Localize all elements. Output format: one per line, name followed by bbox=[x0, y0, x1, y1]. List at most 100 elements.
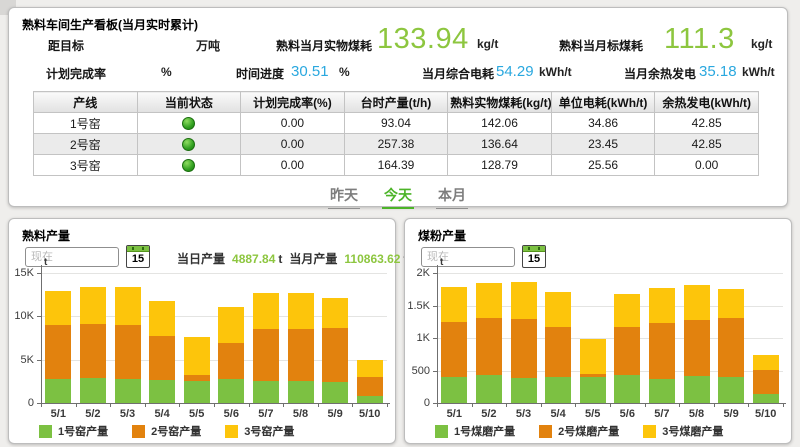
clinker-chart: 0 5K 10K 15K t 5/1 5/2 5/3 5/4 5/5 5/6 5/7 5/8 5/9 5/1… bbox=[9, 219, 395, 443]
x-axis-tick bbox=[540, 404, 542, 407]
legend-item[interactable]: 3号窑产量 bbox=[225, 423, 294, 439]
coal-panel: 煤粉产量 15 0 500 1K 1.5K 2K t 5/1 5/2 5/3 5/4 5/5 5/6 5… bbox=[404, 218, 792, 444]
x-axis-label: 5/9 bbox=[723, 408, 739, 420]
x-axis-label: 5/10 bbox=[754, 408, 777, 420]
tab-本月[interactable]: 本月 bbox=[436, 185, 468, 209]
legend-item[interactable]: 2号煤磨产量 bbox=[539, 423, 619, 439]
legend-label: 3号煤磨产量 bbox=[662, 426, 724, 438]
bar-segment-2号煤磨产量 bbox=[718, 318, 745, 377]
table-header-cell: 当前状态 bbox=[136, 91, 242, 113]
bar-segment-3号煤磨产量 bbox=[510, 282, 537, 319]
bar-segment-1号煤磨产量 bbox=[475, 375, 502, 403]
x-axis-label: 5/5 bbox=[585, 408, 601, 420]
bar-segment-3号窑产量 bbox=[149, 301, 176, 336]
bar-segment-1号窑产量 bbox=[183, 381, 210, 403]
monthly-output-label: 当月产量 bbox=[289, 252, 338, 266]
x-axis-tick bbox=[110, 404, 112, 407]
table-value-cell: 0.00 bbox=[240, 133, 345, 155]
x-axis-label: 5/5 bbox=[189, 408, 205, 420]
daily-output-unit: t bbox=[278, 252, 283, 266]
table-value-cell: 42.85 bbox=[654, 133, 759, 155]
time-progress-value: 30.51 bbox=[291, 63, 329, 80]
y-axis-unit-label: t bbox=[440, 257, 444, 268]
legend-swatch-icon bbox=[225, 424, 239, 438]
clinker-calendar-button[interactable]: 15 bbox=[126, 245, 150, 268]
x-axis-label: 5/10 bbox=[358, 408, 381, 420]
chart-legend: 1号煤磨产量 2号煤磨产量 3号煤磨产量 bbox=[435, 423, 723, 439]
table-value-cell: 0.00 bbox=[240, 112, 345, 134]
legend-item[interactable]: 1号窑产量 bbox=[39, 423, 108, 439]
y-axis-line bbox=[437, 265, 438, 403]
bar-segment-3号窑产量 bbox=[287, 293, 314, 329]
production-table: 产线 当前状态 计划完成率(%) 台时产量(t/h) 熟料实物煤耗(kg/t) 单位电耗(… bbox=[33, 91, 759, 176]
legend-item[interactable]: 1号煤磨产量 bbox=[435, 423, 515, 439]
bar-segment-3号窑产量 bbox=[322, 298, 349, 328]
monthly-output-value: 110863.62 bbox=[344, 252, 401, 266]
x-axis-line bbox=[41, 403, 390, 404]
month-coal-std-label: 熟料当月标煤耗 bbox=[559, 39, 644, 53]
status-cell bbox=[136, 112, 242, 134]
bar-segment-2号窑产量 bbox=[252, 329, 279, 381]
target-gap-label: 距目标 bbox=[48, 39, 85, 53]
legend-item[interactable]: 3号煤磨产量 bbox=[643, 423, 723, 439]
bar-segment-2号煤磨产量 bbox=[614, 327, 641, 375]
bar-segment-3号窑产量 bbox=[79, 287, 106, 324]
x-axis-label: 5/9 bbox=[327, 408, 343, 420]
coal-date-input[interactable] bbox=[421, 246, 515, 267]
month-coal-actual-value: 133.94 bbox=[377, 23, 469, 55]
calendar-day-number: 15 bbox=[131, 253, 145, 265]
table-header-row: 产线 当前状态 计划完成率(%) 台时产量(t/h) 熟料实物煤耗(kg/t) 单位电耗(… bbox=[33, 91, 759, 113]
clinker-date-input[interactable] bbox=[25, 246, 119, 267]
legend-label: 1号窑产量 bbox=[58, 426, 109, 438]
bar-segment-2号煤磨产量 bbox=[683, 320, 710, 376]
status-green-dot-icon bbox=[182, 117, 196, 131]
calendar-icon bbox=[127, 246, 149, 252]
period-tabs: 昨天 今天 本月 bbox=[9, 185, 787, 209]
y-axis-label: 10K bbox=[14, 310, 34, 323]
waste-heat-value: 35.18 bbox=[699, 63, 737, 80]
bar-segment-1号煤磨产量 bbox=[545, 377, 572, 403]
bar-segment-1号煤磨产量 bbox=[648, 379, 675, 403]
table-value-cell: 23.45 bbox=[550, 133, 656, 155]
bar-segment-2号煤磨产量 bbox=[545, 327, 572, 377]
bar-segment-3号窑产量 bbox=[45, 291, 72, 325]
kanban-title: 熟料车间生产看板(当月实时累计) bbox=[22, 18, 198, 32]
bar-segment-1号煤磨产量 bbox=[614, 375, 641, 403]
bar-segment-1号窑产量 bbox=[45, 379, 72, 403]
bar-segment-1号窑产量 bbox=[252, 381, 279, 403]
bar-segment-3号煤磨产量 bbox=[752, 355, 779, 370]
x-axis-tick bbox=[179, 404, 181, 407]
table-value-cell: 0.00 bbox=[654, 154, 759, 176]
bar-segment-3号窑产量 bbox=[252, 293, 279, 329]
x-axis-line bbox=[437, 403, 786, 404]
coal-calendar-button[interactable]: 15 bbox=[522, 245, 546, 268]
bar-segment-2号窑产量 bbox=[149, 336, 176, 380]
calendar-icon bbox=[523, 246, 545, 252]
bar-segment-1号煤磨产量 bbox=[441, 377, 468, 403]
bar-segment-3号煤磨产量 bbox=[614, 294, 641, 327]
bar-segment-2号窑产量 bbox=[356, 377, 383, 396]
x-axis-tick bbox=[506, 404, 508, 407]
x-axis-tick bbox=[610, 404, 611, 407]
legend-label: 2号煤磨产量 bbox=[558, 426, 620, 438]
x-axis-label: 5/6 bbox=[619, 408, 635, 420]
legend-swatch-icon bbox=[435, 424, 448, 438]
bar-segment-2号窑产量 bbox=[322, 328, 349, 382]
x-axis-tick bbox=[437, 404, 438, 407]
tab-昨天[interactable]: 昨天 bbox=[328, 185, 360, 209]
y-axis-tick bbox=[37, 273, 41, 274]
plan-rate-label: 计划完成率 bbox=[46, 67, 107, 81]
tab-active-今天[interactable]: 今天 bbox=[382, 185, 414, 209]
legend-item[interactable]: 2号窑产量 bbox=[132, 423, 201, 439]
plan-rate-unit: % bbox=[161, 65, 172, 79]
x-axis-tick bbox=[352, 404, 354, 407]
table-value-cell: 34.86 bbox=[550, 112, 656, 134]
x-axis-tick bbox=[471, 404, 473, 407]
chart-legend: 1号窑产量 2号窑产量 3号窑产量 bbox=[39, 423, 294, 439]
x-axis-label: 5/6 bbox=[223, 408, 239, 420]
bar-segment-3号窑产量 bbox=[218, 307, 245, 343]
bar-segment-1号窑产量 bbox=[287, 381, 314, 403]
bar-segment-3号煤磨产量 bbox=[648, 288, 675, 323]
y-axis-tick bbox=[433, 370, 437, 372]
y-axis-line bbox=[41, 265, 42, 403]
